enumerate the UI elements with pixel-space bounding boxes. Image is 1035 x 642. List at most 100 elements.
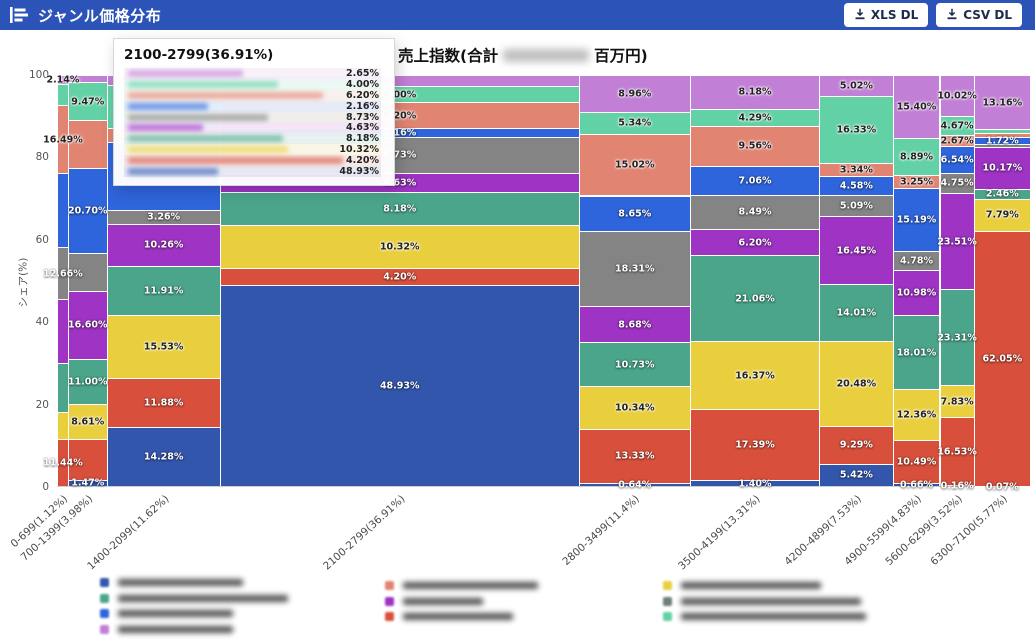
- legend-item[interactable]: [663, 609, 866, 625]
- chart-segment[interactable]: 16.53%: [937, 417, 977, 486]
- chart-segment[interactable]: 5.34%: [579, 111, 690, 134]
- chart-segment[interactable]: 3.25%: [893, 174, 940, 189]
- chart-segment[interactable]: 3.26%: [107, 210, 220, 224]
- chart-segment[interactable]: 15.02%: [579, 133, 690, 196]
- chart-segment[interactable]: 1.40%: [690, 478, 820, 489]
- chart-segment[interactable]: 10.17%: [974, 146, 1030, 189]
- legend-item[interactable]: [663, 594, 866, 610]
- chart-segment[interactable]: 6.20%: [690, 229, 820, 255]
- chart-segment[interactable]: 16.33%: [820, 95, 893, 163]
- chart-segment[interactable]: 8.89%: [893, 138, 940, 175]
- chart-segment[interactable]: 10.34%: [579, 386, 690, 429]
- chart-segment[interactable]: 3.34%: [820, 162, 893, 177]
- csv-download-button[interactable]: CSV DL: [936, 3, 1022, 27]
- chart-segment[interactable]: 13.33%: [579, 428, 690, 484]
- chart-segment[interactable]: 4.75%: [940, 173, 974, 193]
- chart-segment[interactable]: [974, 143, 1030, 147]
- chart-segment[interactable]: [220, 75, 579, 86]
- chart-segment[interactable]: 20.48%: [820, 341, 893, 426]
- chart-segment[interactable]: 5.02%: [820, 75, 893, 96]
- chart-segment[interactable]: 8.68%: [579, 306, 690, 342]
- legend-item[interactable]: [100, 575, 288, 591]
- chart-segment[interactable]: 21.06%: [690, 254, 820, 342]
- chart-segment[interactable]: [58, 299, 68, 363]
- chart-segment[interactable]: 18.31%: [579, 231, 690, 307]
- chart-segment[interactable]: 8.61%: [68, 404, 107, 440]
- chart-segment[interactable]: 7.83%: [940, 385, 974, 418]
- chart-segment[interactable]: 1.72%: [974, 135, 1030, 146]
- chart-segment[interactable]: 16.60%: [68, 290, 108, 359]
- legend-item[interactable]: [385, 594, 538, 610]
- chart-segment[interactable]: 0.66%: [893, 480, 940, 491]
- chart-segment[interactable]: [58, 412, 68, 439]
- chart-segment[interactable]: 16.49%: [43, 105, 83, 173]
- chart-segment[interactable]: 4.67%: [940, 116, 974, 136]
- chart-segment[interactable]: 10.98%: [893, 270, 940, 316]
- chart-segment[interactable]: 11.91%: [107, 265, 220, 315]
- chart-segment[interactable]: 14.28%: [107, 427, 220, 486]
- chart-segment[interactable]: [68, 120, 107, 168]
- legend-item[interactable]: [100, 606, 288, 622]
- chart-segment[interactable]: 9.47%: [68, 81, 107, 121]
- legend-item[interactable]: [100, 622, 288, 638]
- legend-item[interactable]: [385, 609, 538, 625]
- chart-segment[interactable]: 9.29%: [820, 425, 893, 464]
- chart-segment[interactable]: [68, 252, 107, 291]
- chart-segment[interactable]: [974, 133, 1030, 137]
- chart-segment[interactable]: 2.67%: [940, 135, 974, 147]
- chart-segment[interactable]: 16.37%: [690, 341, 820, 409]
- chart-segment[interactable]: 18.01%: [893, 315, 940, 390]
- chart-segment[interactable]: [58, 83, 68, 106]
- chart-segment[interactable]: 17.39%: [690, 408, 820, 481]
- chart-segment[interactable]: 15.40%: [893, 75, 940, 139]
- chart-segment[interactable]: 6.54%: [940, 146, 974, 174]
- chart-segment[interactable]: [68, 439, 107, 480]
- chart-segment[interactable]: 10.26%: [107, 223, 220, 266]
- chart-segment[interactable]: 11.44%: [43, 438, 83, 486]
- chart-segment[interactable]: 12.36%: [893, 389, 940, 441]
- chart-segment[interactable]: 10.73%: [579, 341, 690, 387]
- chart-segment[interactable]: 7.79%: [974, 198, 1030, 231]
- chart-segment[interactable]: 0.07%: [974, 481, 1030, 492]
- chart-segment[interactable]: 10.32%: [220, 225, 579, 268]
- legend-item[interactable]: [385, 578, 538, 594]
- chart-segment[interactable]: 0.16%: [940, 481, 974, 492]
- chart-segment[interactable]: 16.45%: [820, 216, 893, 284]
- chart-segment[interactable]: 12.66%: [43, 247, 83, 300]
- chart-segment[interactable]: 5.42%: [820, 463, 893, 487]
- chart-segment[interactable]: 13.16%: [974, 75, 1030, 130]
- chart-segment[interactable]: [68, 75, 107, 82]
- legend-item[interactable]: [100, 591, 288, 607]
- chart-segment[interactable]: 9.56%: [690, 126, 820, 166]
- chart-segment[interactable]: 2.46%: [974, 188, 1030, 200]
- chart-segment[interactable]: 1.47%: [68, 478, 107, 489]
- chart-segment[interactable]: 10.49%: [893, 440, 940, 484]
- chart-segment[interactable]: 11.00%: [68, 358, 108, 405]
- chart-segment[interactable]: 14.01%: [820, 283, 893, 342]
- chart-segment[interactable]: 4.58%: [820, 176, 893, 196]
- chart-segment[interactable]: 62.05%: [974, 230, 1030, 486]
- chart-segment[interactable]: 0.64%: [579, 480, 690, 491]
- chart-segment[interactable]: 2.14%: [46, 74, 79, 85]
- chart-segment[interactable]: 15.53%: [107, 314, 220, 379]
- chart-segment[interactable]: 48.93%: [220, 284, 579, 486]
- legend-item[interactable]: [663, 578, 866, 594]
- chart-segment[interactable]: 5.09%: [820, 195, 893, 217]
- chart-segment[interactable]: 15.19%: [893, 188, 940, 251]
- chart-segment[interactable]: 8.49%: [690, 194, 820, 230]
- chart-segment[interactable]: [58, 362, 68, 413]
- chart-segment[interactable]: 4.78%: [893, 250, 940, 271]
- xls-download-button[interactable]: XLS DL: [843, 3, 929, 27]
- chart-segment[interactable]: 4.29%: [690, 108, 820, 127]
- chart-segment[interactable]: 23.51%: [937, 192, 977, 290]
- chart-segment[interactable]: 7.06%: [690, 165, 820, 195]
- chart-segment[interactable]: 8.18%: [220, 191, 579, 226]
- chart-segment[interactable]: 4.20%: [220, 267, 579, 285]
- chart-segment[interactable]: 8.65%: [579, 195, 690, 232]
- chart-segment[interactable]: 8.96%: [579, 75, 690, 112]
- chart-segment[interactable]: 23.31%: [937, 289, 977, 386]
- chart-segment[interactable]: [974, 129, 1030, 134]
- chart-segment[interactable]: 11.88%: [107, 378, 220, 428]
- chart-segment[interactable]: 8.18%: [690, 75, 820, 109]
- chart-segment[interactable]: 10.02%: [937, 75, 977, 117]
